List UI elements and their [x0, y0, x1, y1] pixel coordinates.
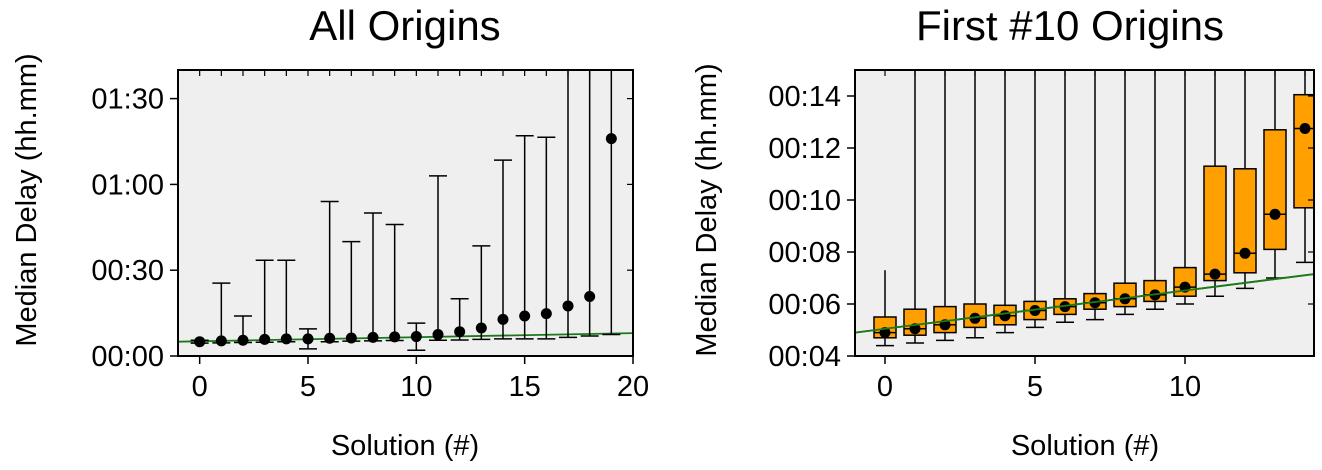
- left-y-tick-label-3: 01:30: [91, 84, 164, 116]
- right-y-tick-label-0: 00:04: [768, 341, 841, 373]
- left-median-point-5: [302, 333, 314, 345]
- right-box-group-1: [903, 70, 927, 344]
- left-point-group-9: [385, 223, 404, 343]
- right-box-14: [1293, 93, 1314, 209]
- chart-left: All Origins Solution (#) Median Delay (h…: [11, 2, 649, 462]
- left-point-group-2: [234, 315, 252, 346]
- left-point-group-15: [515, 135, 534, 340]
- right-box-group-14: [1293, 70, 1314, 264]
- left-point-group-8: [364, 212, 382, 343]
- left-x-tick-label-1: 5: [300, 371, 316, 403]
- left-point-group-1: [212, 282, 231, 347]
- left-point-group-18: [580, 70, 599, 337]
- left-median-point-7: [345, 332, 357, 344]
- right-x-tick-label-0: 0: [877, 371, 893, 403]
- left-median-point-11: [432, 329, 444, 341]
- left-point-group-14: [494, 159, 512, 340]
- right-y-tick-label-5: 00:14: [768, 81, 841, 113]
- left-y-tick-label-0: 00:00: [91, 341, 164, 373]
- left-point-group-4: [277, 259, 296, 345]
- left-median-point-14: [497, 313, 509, 325]
- right-x-tick-label-2: 10: [1169, 371, 1201, 403]
- left-point-group-19: [602, 70, 621, 336]
- left-trend-line: [178, 332, 633, 343]
- chart-left-xlabel: Solution (#): [331, 430, 479, 462]
- right-box-group-10: [1173, 70, 1197, 305]
- right-box-group-8: [1113, 70, 1137, 316]
- left-median-point-13: [475, 322, 487, 334]
- right-y-tick-label-2: 00:08: [768, 237, 841, 269]
- right-x-tick-label-1: 5: [1027, 371, 1043, 403]
- left-median-point-8: [367, 331, 379, 343]
- chart-right-title: First #10 Origins: [916, 2, 1224, 49]
- right-box-11: [1203, 165, 1227, 282]
- right-box-group-13: [1263, 70, 1287, 279]
- left-median-point-19: [605, 133, 617, 145]
- left-point-group-10: [407, 322, 426, 352]
- right-box-group-0: [873, 270, 897, 347]
- left-median-point-1: [215, 335, 227, 347]
- chart-right-xlabel: Solution (#): [1011, 430, 1159, 462]
- right-box-13: [1263, 129, 1287, 251]
- left-median-point-17: [562, 300, 574, 312]
- left-y-tick-label-1: 00:30: [91, 255, 164, 287]
- left-median-point-9: [389, 331, 401, 343]
- right-marks: [855, 70, 1314, 347]
- left-median-point-10: [410, 331, 422, 343]
- left-point-group-7: [342, 240, 361, 344]
- left-point-group-13: [472, 245, 491, 341]
- right-median-point-12: [1239, 247, 1251, 259]
- left-point-group-16: [537, 136, 556, 340]
- left-point-group-12: [450, 298, 469, 341]
- left-x-tick-label-0: 0: [192, 371, 208, 403]
- left-median-point-12: [454, 326, 466, 338]
- right-box-group-2: [933, 70, 957, 342]
- left-median-point-2: [237, 334, 249, 346]
- left-x-tick-label-4: 20: [617, 371, 649, 403]
- left-point-group-0: [190, 336, 209, 348]
- right-box-group-12: [1233, 70, 1257, 290]
- left-point-group-17: [559, 70, 577, 339]
- left-background: [178, 70, 633, 356]
- left-frame: [177, 69, 634, 357]
- left-marks: [178, 70, 633, 352]
- left-point-group-5: [299, 328, 317, 350]
- chart-right-plot-area: 0 5 10 00:04 00:06 00:08 00:10 00:12 00:14: [768, 69, 1315, 403]
- right-box-group-11: [1203, 70, 1227, 297]
- right-median-point-14: [1299, 123, 1311, 134]
- right-median-point-11: [1209, 268, 1221, 280]
- right-median-point-4: [999, 310, 1011, 322]
- left-x-tick-label-3: 15: [509, 371, 541, 403]
- left-point-group-6: [320, 200, 339, 344]
- right-median-point-3: [969, 312, 981, 324]
- left-median-point-18: [584, 291, 596, 303]
- right-y-tick-label-3: 00:10: [768, 185, 841, 217]
- right-y-tick-label-4: 00:12: [768, 133, 841, 165]
- right-box-12: [1233, 168, 1257, 274]
- left-x-tick-label-2: 10: [400, 371, 432, 403]
- left-median-point-16: [540, 308, 552, 320]
- left-median-point-3: [259, 333, 271, 345]
- left-median-point-15: [519, 310, 531, 322]
- left-median-point-4: [280, 333, 292, 345]
- right-frame: [854, 69, 1315, 357]
- right-trend-line-overlay: [855, 273, 1314, 334]
- left-median-point-0: [194, 336, 206, 348]
- left-y-tick-label-2: 01:00: [91, 169, 164, 201]
- left-median-point-6: [324, 332, 336, 344]
- chart-right-ylabel: Median Delay (hh.mm): [691, 63, 723, 356]
- chart-right: First #10 Origins Solution (#) Median De…: [691, 2, 1315, 462]
- chart-left-plot-area: 0 5 10 15 20 00:00 00:30 01:00 01:30: [91, 69, 649, 403]
- right-median-point-13: [1269, 208, 1281, 220]
- right-y-tick-label-1: 00:06: [768, 289, 841, 321]
- chart-left-title: All Origins: [309, 2, 500, 49]
- left-point-group-11: [429, 175, 447, 342]
- left-point-group-3: [255, 259, 274, 345]
- chart-left-ylabel: Median Delay (hh.mm): [11, 53, 43, 346]
